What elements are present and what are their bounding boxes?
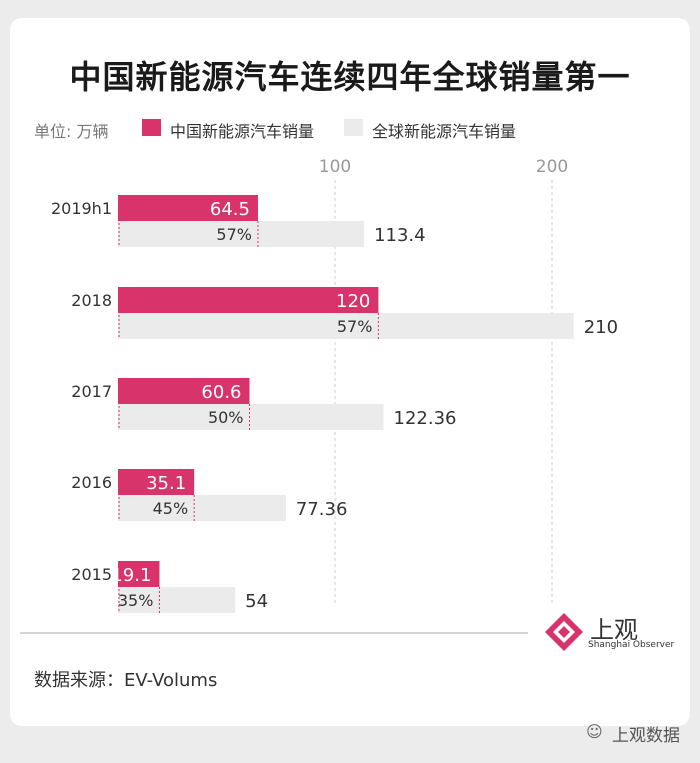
value-label-china-2019h1: 64.5 <box>210 199 250 220</box>
bar-global-2019h1 <box>118 221 365 247</box>
category-label-2015: 2015 <box>71 565 112 584</box>
watermark-text: 上观数据 <box>612 726 680 746</box>
x-tick-label-200: 200 <box>536 157 568 177</box>
share-label-2016: 45% <box>153 499 189 518</box>
value-label-global-2017: 122.36 <box>394 408 457 429</box>
value-label-china-2016: 35.1 <box>146 473 186 494</box>
bar-global-2017 <box>118 404 384 430</box>
category-label-2018: 2018 <box>71 291 112 310</box>
category-label-2016: 2016 <box>71 473 112 492</box>
chart-title: 中国新能源汽车连续四年全球销量第一 <box>69 58 631 96</box>
category-label-2019h1: 2019h1 <box>51 199 112 218</box>
value-label-china-2018: 120 <box>336 291 370 312</box>
legend-label-china: 中国新能源汽车销量 <box>170 122 315 141</box>
bar-global-2016 <box>118 495 286 521</box>
bar-china-2017 <box>118 378 250 404</box>
shanghai-observer-logo-icon <box>545 613 583 651</box>
value-label-global-2018: 210 <box>584 317 618 338</box>
share-label-2015: 35% <box>118 591 154 610</box>
logo-main-text: 上观 <box>590 616 638 644</box>
share-label-2018: 57% <box>337 317 373 336</box>
bar-china-2016 <box>118 469 195 495</box>
share-label-2019h1: 57% <box>216 225 252 244</box>
x-tick-label-100: 100 <box>319 157 351 177</box>
bar-global-2015 <box>118 587 236 613</box>
legend-swatch-china <box>142 119 161 136</box>
value-label-global-2019h1: 113.4 <box>374 225 426 246</box>
bar-china-2015 <box>118 561 160 587</box>
value-label-global-2015: 54 <box>245 591 268 612</box>
legend-swatch-global <box>344 119 363 136</box>
legend-label-global: 全球新能源汽车销量 <box>372 122 517 141</box>
bar-global-2018 <box>118 313 574 339</box>
value-label-china-2017: 60.6 <box>201 382 241 403</box>
share-label-2017: 50% <box>208 408 244 427</box>
bar-china-2019h1 <box>118 195 258 221</box>
value-label-china-2015: 19.1 <box>111 565 151 586</box>
logo-sub-text: Shanghai Observer <box>588 640 675 650</box>
data-source: 数据来源：EV-Volums <box>34 670 218 691</box>
category-label-2017: 2017 <box>71 382 112 401</box>
bar-china-2018 <box>118 287 379 313</box>
wechat-icon: ☺ <box>586 722 603 741</box>
unit-label: 单位: 万辆 <box>34 122 109 141</box>
value-label-global-2016: 77.36 <box>296 499 348 520</box>
